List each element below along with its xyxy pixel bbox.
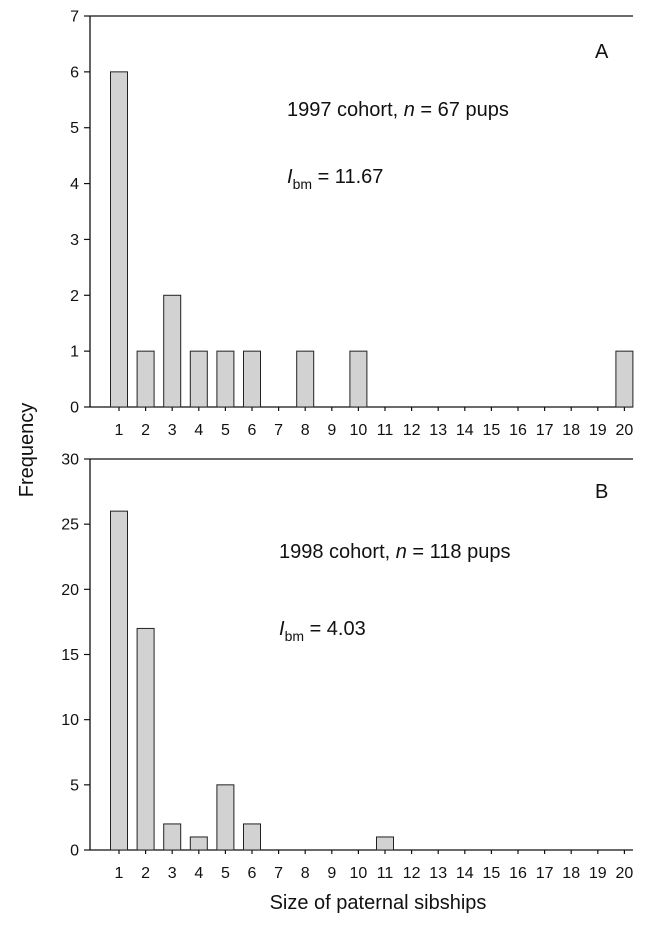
panel-a-y-tick-label: 1	[70, 344, 79, 361]
panel-b-x-tick-label: 2	[141, 865, 150, 882]
panel-b-x-tick-label: 8	[301, 865, 310, 882]
panel-a-x-tick-label: 8	[301, 422, 310, 439]
panel-b-cohort-label: 1998 cohort, n = 118 pups	[279, 541, 510, 563]
panel-b-x-tick-label: 19	[589, 865, 607, 882]
panel-b-stat: Ibm = 4.03	[279, 618, 366, 644]
panel-b-x-tick-label: 6	[248, 865, 257, 882]
panel-a-stat-subscript: bm	[293, 176, 312, 192]
y-axis-label: Frequency	[16, 403, 38, 498]
panel-a-stat-value: = 11.67	[312, 166, 383, 188]
panel-b-y-tick-label: 5	[70, 777, 79, 794]
panel-a-x-tick-label: 4	[194, 422, 203, 439]
panel-b-bar-11	[376, 836, 394, 851]
panel-a-y-tick-label: 6	[70, 64, 79, 81]
panel-b-x-tick-label: 14	[456, 865, 474, 882]
panel-b-x-tick-label: 20	[616, 865, 634, 882]
panel-b-x-tick-label: 5	[221, 865, 230, 882]
panel-b-y-tick-label: 10	[61, 712, 79, 729]
panel-a-y-tick-label: 7	[70, 9, 79, 26]
panel-a-x-tick-label: 2	[141, 422, 150, 439]
panel-a-bar-6	[243, 350, 261, 408]
panel-a-cohort-label: 1997 cohort, n = 67 pups	[287, 99, 509, 121]
panel-b-stat-value: = 4.03	[304, 618, 366, 640]
panel-a-x-tick-label: 20	[616, 422, 634, 439]
panel-b-stat-subscript: bm	[285, 628, 304, 644]
panel-a-x-tick-label: 18	[562, 422, 580, 439]
panel-a-y-tick-label: 5	[70, 120, 79, 137]
panel-b-x-tick-label: 10	[350, 865, 368, 882]
panel-b-x-tick-label: 13	[429, 865, 447, 882]
panel-b-y-tick-label: 0	[70, 843, 79, 860]
panel-b-cohort-pre: 1998 cohort,	[279, 541, 396, 563]
panel-b-cohort-post: = 118 pups	[407, 541, 511, 563]
panel-b-bar-6	[243, 823, 261, 851]
panel-b-x-tick-label: 15	[483, 865, 501, 882]
panel-a-stat: Ibm = 11.67	[287, 166, 383, 192]
panel-a-bar-2	[136, 350, 155, 408]
panel-b-y-tick-label: 25	[61, 517, 79, 534]
panel-a-bar-20	[615, 350, 634, 408]
panel-b-x-tick-label: 1	[115, 865, 124, 882]
panel-a-x-tick-label: 16	[509, 422, 527, 439]
panel-a-x-tick-label: 13	[429, 422, 447, 439]
panel-a-x-tick-label: 10	[350, 422, 368, 439]
panel-a-x-tick-label: 19	[589, 422, 607, 439]
panel-b-x-tick-label: 16	[509, 865, 527, 882]
panel-b-x-tick-label: 18	[562, 865, 580, 882]
panel-b-stat-symbol: I	[279, 618, 285, 640]
panel-a-bar-3	[163, 294, 182, 408]
panel-a-x-tick-label: 1	[115, 422, 124, 439]
panel-b-x-tick-label: 17	[536, 865, 554, 882]
panel-a-y-tick-label: 3	[70, 232, 79, 249]
panel-a-x-tick-label: 7	[274, 422, 283, 439]
panel-b-bar-4	[189, 836, 208, 851]
panel-a-letter: A	[595, 41, 609, 63]
panel-a-x-tick-label: 14	[456, 422, 474, 439]
panel-a-x-tick-label: 15	[483, 422, 501, 439]
panel-a-bar-8	[296, 350, 315, 408]
panel-b-x-tick-label: 7	[274, 865, 283, 882]
panel-b-x-tick-label: 3	[168, 865, 177, 882]
panel-b-n-italic: n	[396, 541, 407, 563]
panel-b-x-tick-label: 4	[194, 865, 203, 882]
panel-a-cohort-pre: 1997 cohort,	[287, 99, 404, 121]
panel-b-bar-5	[216, 784, 235, 851]
panel-a-x-tick-label: 17	[536, 422, 554, 439]
panel-b-x-tick-label: 9	[327, 865, 336, 882]
panel-a-x-tick-label: 12	[403, 422, 421, 439]
x-axis-label: Size of paternal sibships	[270, 892, 487, 914]
panel-a-bar-10	[349, 350, 368, 408]
panel-a-y-tick-label: 0	[70, 400, 79, 417]
panel-b-bar-3	[163, 823, 182, 851]
panel-b-bar-2	[136, 627, 155, 851]
panel-a-x-tick-label: 9	[327, 422, 336, 439]
panel-b-x-tick-label: 12	[403, 865, 421, 882]
panel-b-bar-1	[110, 510, 128, 851]
panel-a-x-tick-label: 5	[221, 422, 230, 439]
panel-b-x-tick-label: 11	[377, 865, 394, 882]
panel-a-bar-4	[189, 350, 208, 408]
panel-a-n-italic: n	[404, 99, 415, 121]
panel-b-letter: B	[595, 481, 608, 503]
panel-a-x-tick-label: 3	[168, 422, 177, 439]
panel-b-y-tick-label: 20	[61, 582, 79, 599]
panel-a-bar-1	[110, 71, 128, 408]
panel-a-x-tick-label: 11	[377, 422, 394, 439]
panel-a-y-tick-label: 2	[70, 288, 79, 305]
panel-a-x-tick-label: 6	[248, 422, 257, 439]
panel-a-cohort-post: = 67 pups	[415, 99, 509, 121]
panel-a-bar-5	[216, 350, 235, 408]
panel-b-y-tick-label: 30	[61, 452, 79, 469]
panel-a-y-tick-label: 4	[70, 176, 79, 193]
panel-b-y-tick-label: 15	[61, 647, 79, 664]
panel-a-stat-symbol: I	[287, 166, 293, 188]
